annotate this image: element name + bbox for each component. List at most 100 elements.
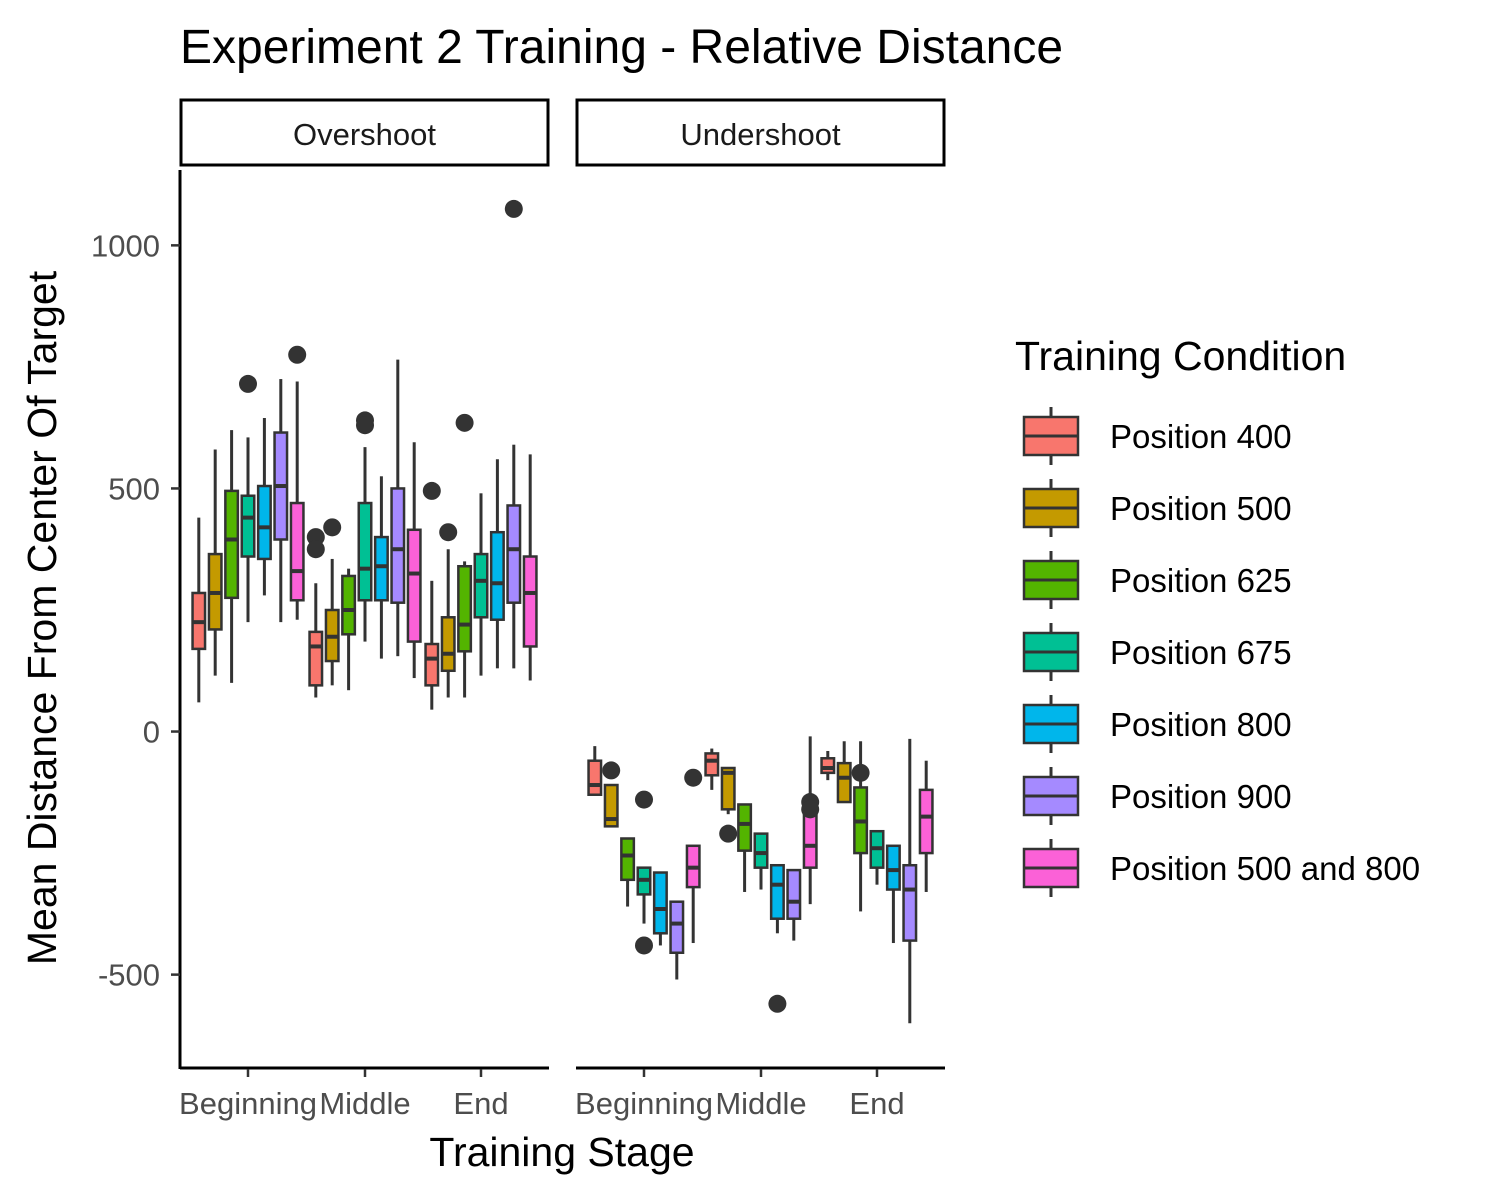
box-iqr — [720, 766, 736, 811]
legend-label: Position 625 — [1110, 562, 1292, 599]
chart-title: Experiment 2 Training - Relative Distanc… — [180, 21, 1063, 74]
y-axis-title: Mean Distance From Center Of Target — [19, 270, 65, 965]
box-position-800 — [489, 459, 505, 669]
outlier-point — [356, 416, 374, 435]
box-iqr — [457, 564, 473, 653]
panel-overshoot: Overshoot Beginning Middle End — [179, 98, 550, 1121]
box-iqr — [522, 555, 538, 648]
outlier-point — [719, 824, 738, 843]
box-iqr — [506, 504, 522, 604]
box-position-800 — [373, 476, 389, 659]
box-position-900 — [902, 738, 918, 1024]
box-iqr — [308, 630, 324, 687]
facet-strip: Undershoot — [575, 98, 946, 167]
box-position-400 — [820, 750, 836, 781]
box-iqr — [357, 501, 373, 602]
y-tick-label: 0 — [143, 715, 160, 750]
box-position-400 — [422, 481, 441, 710]
box-position-400 — [191, 517, 207, 703]
outlier-point — [504, 199, 523, 218]
box-iqr — [341, 574, 357, 636]
legend-item: Position 675 — [1022, 623, 1292, 681]
legend-items: Position 400 Position 500 Position 625 Posi… — [1022, 407, 1420, 897]
box-position-500-and-800 — [406, 442, 422, 679]
outlier-point — [306, 540, 325, 559]
box-position-900 — [786, 868, 802, 941]
x-tick-label: Beginning — [179, 1086, 317, 1121]
x-tick-label: End — [453, 1086, 508, 1121]
y-tick-label: -500 — [98, 958, 160, 993]
box-position-400 — [587, 746, 603, 796]
facet-strip: Overshoot — [179, 98, 550, 167]
legend-item: Position 800 — [1022, 695, 1292, 753]
y-axis: 1000 500 0 -500 — [91, 170, 182, 1069]
box-iqr — [256, 484, 272, 561]
outlier-point — [422, 481, 441, 500]
box-position-500 — [719, 766, 738, 843]
facet-strip-box — [575, 98, 946, 167]
box-iqr — [489, 530, 505, 621]
facet-strip-box — [179, 98, 550, 167]
box-iqr — [918, 788, 934, 855]
legend-item: Position 625 — [1022, 551, 1292, 609]
legend-label: Position 900 — [1110, 778, 1292, 815]
box-iqr — [473, 552, 489, 619]
x-tick-label: Beginning — [575, 1086, 713, 1121]
box-position-500-and-800 — [684, 768, 703, 944]
box-position-500-and-800 — [801, 736, 820, 905]
box-iqr — [240, 494, 256, 558]
box-position-675 — [753, 832, 769, 890]
legend-label: Position 400 — [1110, 418, 1292, 455]
box-position-900 — [273, 379, 289, 623]
outlier-point — [635, 790, 653, 809]
box-position-675 — [473, 493, 489, 676]
box-position-675 — [356, 411, 374, 642]
y-tick-label: 500 — [108, 471, 160, 506]
legend-label: Position 500 and 800 — [1110, 850, 1420, 887]
box-position-500 — [836, 741, 852, 804]
box-position-900 — [390, 359, 406, 657]
box-position-400 — [704, 748, 720, 790]
box-iqr — [440, 616, 456, 673]
box-position-800 — [256, 417, 272, 596]
y-tick-label: 1000 — [91, 228, 160, 263]
outlier-point — [455, 413, 474, 432]
box-position-500-and-800 — [288, 345, 307, 620]
x-tick-label: Middle — [715, 1086, 806, 1121]
box-iqr — [669, 900, 685, 954]
box-iqr — [587, 759, 603, 796]
box-position-900 — [504, 199, 523, 669]
legend-title: Training Condition — [1015, 333, 1346, 379]
legend-item: Position 400 — [1022, 407, 1292, 465]
box-position-500-and-800 — [522, 454, 538, 681]
box-position-675 — [239, 374, 257, 623]
outlier-point — [239, 374, 257, 393]
box-position-800 — [885, 844, 901, 944]
facet-strip-label: Overshoot — [293, 117, 436, 152]
box-iqr — [820, 757, 836, 775]
x-tick-label: Middle — [319, 1086, 410, 1121]
box-position-625 — [851, 741, 870, 912]
box-iqr — [603, 783, 619, 828]
box-position-500 — [207, 449, 223, 676]
box-iqr — [390, 487, 406, 604]
box-iqr — [902, 863, 918, 942]
box-iqr — [769, 863, 785, 920]
legend-item: Position 900 — [1022, 767, 1292, 825]
box-iqr — [836, 761, 852, 804]
box-position-625 — [224, 430, 240, 683]
outlier-point — [684, 768, 703, 787]
box-position-500-and-800 — [918, 760, 934, 892]
x-axis-title: Training Stage — [429, 1129, 694, 1175]
legend-item: Position 500 — [1022, 479, 1292, 537]
legend: Training Condition Position 400Position … — [1015, 333, 1420, 897]
legend-label: Position 675 — [1110, 634, 1292, 671]
box-position-675 — [869, 829, 885, 885]
box-iqr — [885, 844, 901, 891]
box-position-400 — [306, 528, 325, 698]
box-iqr — [737, 803, 753, 852]
box-position-500 — [602, 761, 621, 828]
outlier-point — [768, 994, 787, 1013]
outlier-point — [439, 523, 458, 542]
